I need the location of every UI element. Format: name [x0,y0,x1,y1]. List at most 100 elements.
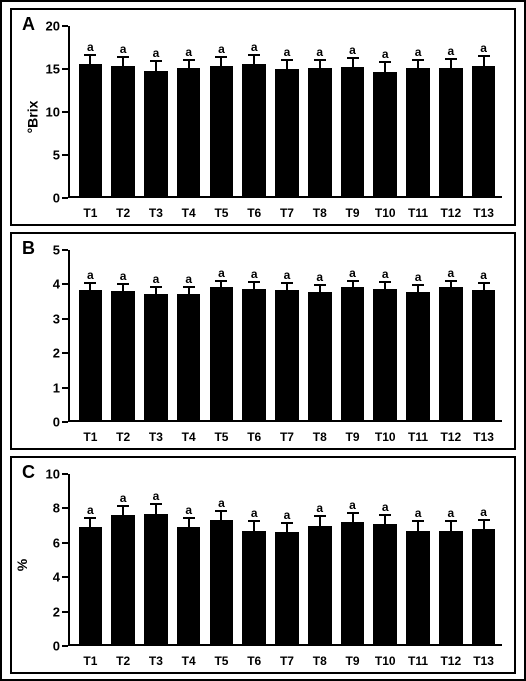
significance-letter: a [382,501,389,513]
bar-slot: a [107,474,140,646]
panel-c-ylabel: % [14,559,30,571]
ytick [62,154,68,156]
xtick-label: T11 [402,430,435,444]
xtick-label: T13 [467,430,500,444]
significance-letter: a [218,43,225,55]
bars-container: aaaaaaaaaaaaa [74,26,500,198]
panel-a-label: A [22,14,35,35]
significance-letter: a [218,267,225,279]
error-cap [478,282,490,284]
error-cap [150,286,162,288]
error-bar [352,512,354,522]
error-cap [281,522,293,524]
y-axis [68,474,70,646]
ytick-label: 0 [53,415,60,430]
bar-slot: a [140,250,173,422]
bar-slot: a [434,250,467,422]
error-cap [215,280,227,282]
bar-slot: a [336,26,369,198]
bar [111,291,135,422]
xtick-label: T7 [271,430,304,444]
significance-letter: a [284,46,291,58]
xtick-label: T13 [467,206,500,220]
ytick-label: 0 [53,191,60,206]
ytick [62,283,68,285]
bar-slot: a [402,474,435,646]
xtick-label: T4 [172,654,205,668]
error-bar [417,284,419,292]
bar [439,68,463,198]
ytick [62,318,68,320]
bar-slot: a [74,250,107,422]
xtick-label: T10 [369,654,402,668]
error-cap [183,517,195,519]
significance-letter: a [316,271,323,283]
bar-slot: a [140,26,173,198]
bar-slot: a [369,474,402,646]
bar-slot: a [74,474,107,646]
error-cap [379,281,391,283]
error-cap [150,503,162,505]
y-axis [68,250,70,422]
panel-a: A °Brix 05101520aaaaaaaaaaaaa T1T2T3T4T5… [10,8,516,226]
significance-letter: a [349,499,356,511]
error-cap [215,510,227,512]
significance-letter: a [251,268,258,280]
bar [472,529,496,646]
xtick-label: T11 [402,206,435,220]
error-bar [450,520,452,530]
error-cap [84,282,96,284]
bar [341,522,365,646]
panel-a-plot: 05101520aaaaaaaaaaaaa [68,26,502,198]
significance-letter: a [284,269,291,281]
bar [210,520,234,646]
error-cap [412,520,424,522]
xtick-label: T2 [107,654,140,668]
error-cap [347,57,359,59]
significance-letter: a [382,48,389,60]
error-bar [188,517,190,527]
bar-slot: a [467,474,500,646]
error-bar [122,505,124,515]
bar-slot: a [172,250,205,422]
panel-b-label: B [22,238,35,259]
significance-letter: a [480,506,487,518]
bar [308,526,332,646]
significance-letter: a [185,273,192,285]
xtick-label: T12 [434,430,467,444]
significance-letter: a [447,45,454,57]
bar-slot: a [434,26,467,198]
error-bar [122,56,124,65]
xtick-label: T4 [172,206,205,220]
bar [373,289,397,422]
error-bar [155,286,157,294]
error-bar [122,283,124,291]
bar [111,515,135,646]
xtick-label: T6 [238,654,271,668]
ytick [62,68,68,70]
bar [472,66,496,198]
error-cap [248,520,260,522]
error-bar [89,54,91,64]
bar-slot: a [205,474,238,646]
ytick [62,542,68,544]
ytick [62,645,68,647]
xtick-label: T8 [303,206,336,220]
ytick [62,197,68,199]
bar [373,524,397,646]
error-bar [483,55,485,65]
error-bar [319,515,321,525]
ytick [62,576,68,578]
significance-letter: a [316,502,323,514]
bar [79,290,103,422]
error-bar [352,57,354,67]
error-bar [286,522,288,532]
bar [144,514,168,646]
error-bar [253,54,255,63]
bar-slot: a [434,474,467,646]
bar-slot: a [238,474,271,646]
significance-letter: a [120,270,127,282]
bar [210,287,234,422]
xtick-label: T12 [434,654,467,668]
significance-letter: a [87,504,94,516]
